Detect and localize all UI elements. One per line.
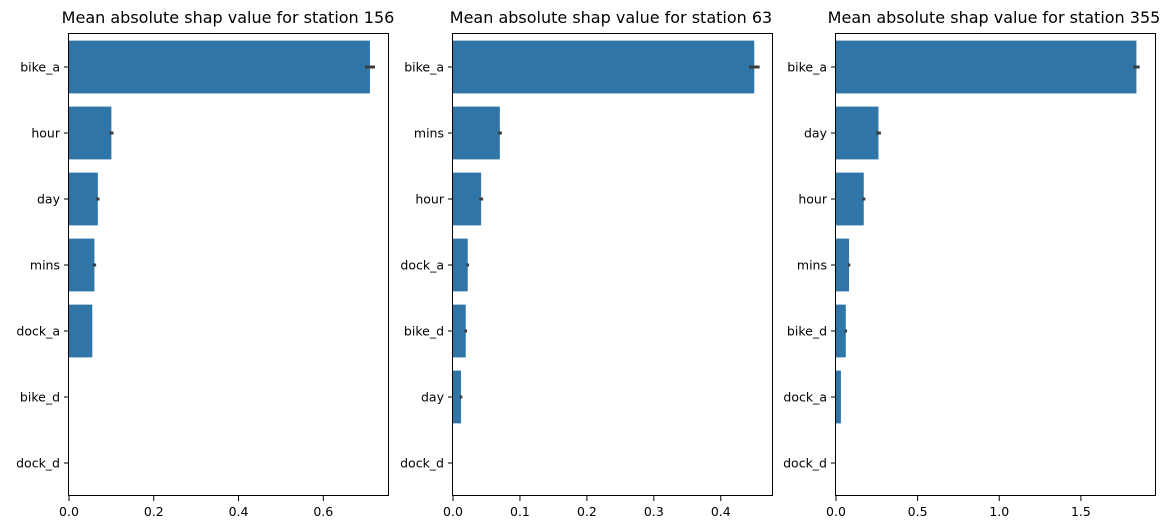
x-tick-label: 1.0	[989, 504, 1009, 519]
bar-dock_a	[69, 304, 93, 358]
chart-title: Mean absolute shap value for station 63	[450, 8, 772, 27]
x-tick-label: 0.2	[577, 504, 597, 519]
bar-bike_d	[836, 304, 846, 358]
y-tick-label: dock_a	[400, 258, 444, 273]
x-tick-label: 0.2	[144, 504, 164, 519]
y-tick-label: mins	[414, 126, 444, 141]
bar-hour	[836, 172, 864, 226]
y-tick-label: day	[421, 390, 445, 405]
x-tick-label: 0.4	[711, 504, 731, 519]
panel-3: Mean absolute shap value for station 355…	[783, 8, 1160, 519]
y-tick-label: hour	[415, 192, 444, 207]
bar-day	[453, 370, 462, 424]
chart-title: Mean absolute shap value for station 156	[62, 8, 395, 27]
bar-dock_a	[836, 370, 841, 424]
x-tick-label: 0.0	[59, 504, 79, 519]
x-tick-label: 0.4	[229, 504, 249, 519]
y-tick-label: day	[804, 126, 828, 141]
y-tick-label: dock_a	[16, 324, 60, 339]
plot-frame	[452, 33, 773, 496]
panel-1: Mean absolute shap value for station 156…	[16, 8, 394, 519]
y-tick-label: hour	[31, 126, 60, 141]
x-tick-label: 0.3	[644, 504, 664, 519]
x-tick-label: 1.5	[1071, 504, 1091, 519]
y-tick-label: dock_d	[16, 456, 60, 471]
plot-frame	[835, 33, 1156, 496]
panel-2: Mean absolute shap value for station 63 …	[400, 8, 773, 519]
x-tick-label: 0.6	[313, 504, 333, 519]
bar-day	[69, 172, 98, 226]
y-tick-label: bike_a	[20, 60, 60, 75]
y-tick-label: dock_d	[400, 456, 444, 471]
bar-bike_a	[453, 40, 755, 94]
bar-bike_a	[836, 40, 1137, 94]
bar-bike_a	[69, 40, 370, 94]
bar-hour	[453, 172, 482, 226]
plot-frame	[68, 33, 389, 496]
chart-title: Mean absolute shap value for station 355	[828, 8, 1161, 27]
bar-mins	[69, 238, 95, 292]
bar-dock_a	[453, 238, 468, 292]
y-tick-label: day	[37, 192, 61, 207]
x-tick-label: 0.0	[443, 504, 463, 519]
y-tick-label: dock_a	[783, 390, 827, 405]
bar-mins	[836, 238, 850, 292]
y-tick-label: bike_d	[404, 324, 444, 339]
y-tick-label: bike_d	[787, 324, 827, 339]
bar-day	[836, 106, 879, 160]
y-tick-label: hour	[798, 192, 827, 207]
y-tick-label: mins	[797, 258, 827, 273]
bar-hour	[69, 106, 112, 160]
bar-mins	[453, 106, 500, 160]
bar-bike_d	[453, 304, 466, 358]
y-tick-label: bike_a	[404, 60, 444, 75]
y-tick-label: dock_d	[783, 456, 827, 471]
y-tick-label: bike_a	[787, 60, 827, 75]
x-tick-label: 0.1	[510, 504, 530, 519]
y-tick-label: bike_d	[20, 390, 60, 405]
x-tick-label: 0.0	[826, 504, 846, 519]
y-tick-label: mins	[30, 258, 60, 273]
x-tick-label: 0.5	[908, 504, 928, 519]
